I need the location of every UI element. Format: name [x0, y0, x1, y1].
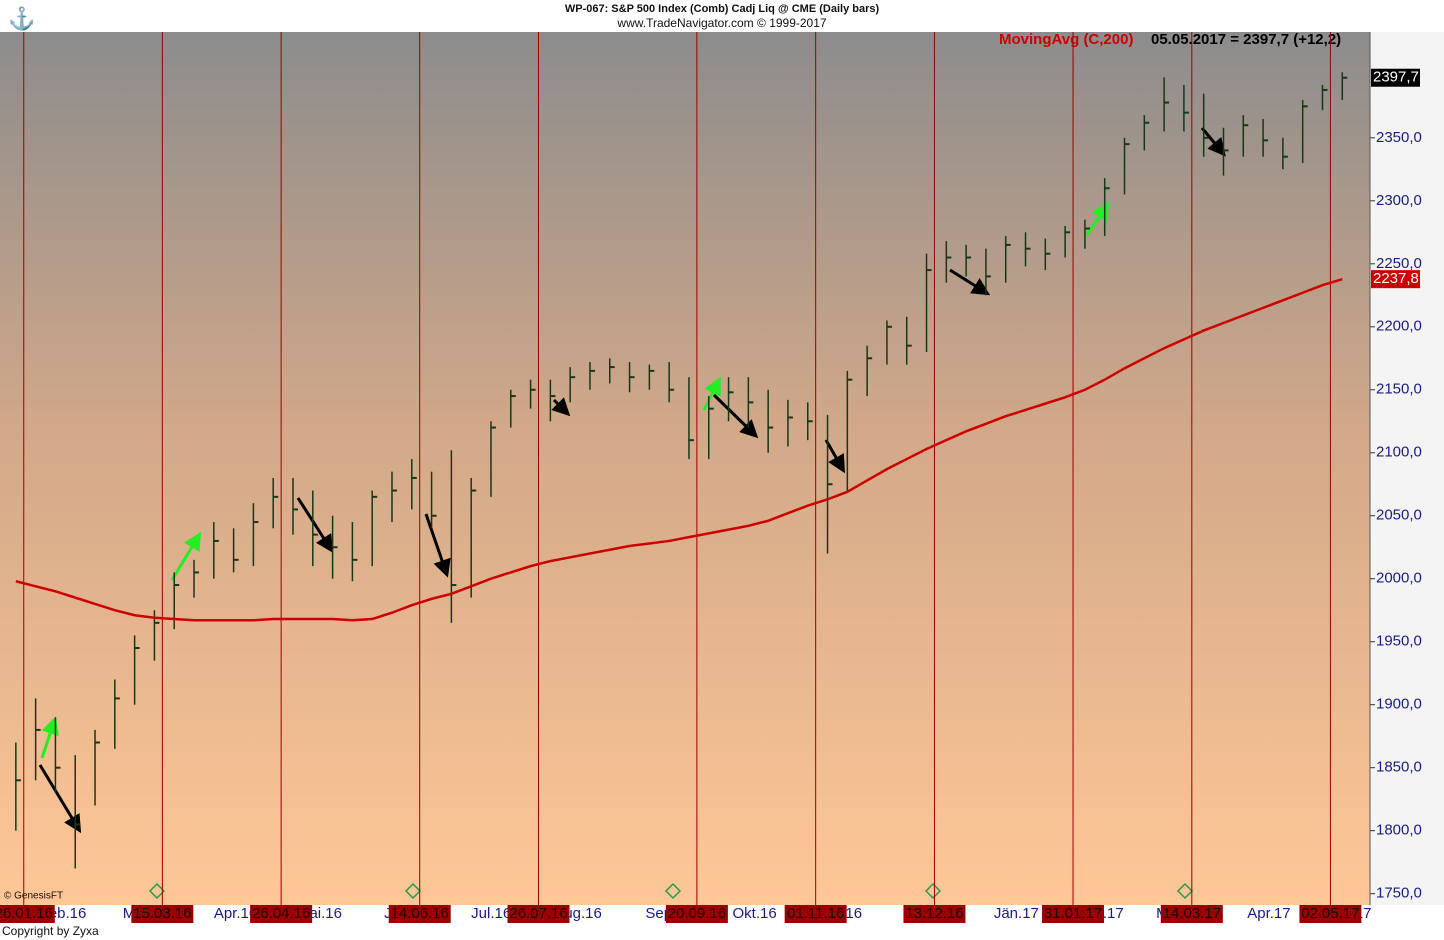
event-box [1160, 905, 1223, 923]
x-tick-label: Jän.17 [994, 905, 1039, 922]
logo: ⚓ [8, 6, 35, 31]
last-value-box [1371, 270, 1420, 289]
event-label: 20.09.16 [668, 905, 726, 922]
event-label: 26.04.16 [252, 905, 310, 922]
event-label: 26.07.16 [509, 905, 567, 922]
r-markers [148, 882, 1194, 900]
x-tick-label: Apr.16 [214, 905, 257, 922]
legend-entry: MovingAvg (C,200) [999, 31, 1133, 48]
arrow [296, 497, 334, 554]
event-box [1299, 905, 1362, 923]
readout: 05.05.2017 = 2397,7 (+12,2) [1151, 31, 1341, 48]
y-tick-label: 1800,0 [1376, 822, 1422, 839]
marker [1176, 882, 1194, 900]
y-tick-label: 2200,0 [1376, 318, 1422, 335]
event-box [665, 905, 728, 923]
event-box [1042, 905, 1105, 923]
x-tick-label: Okt.16 [733, 905, 777, 922]
arrow [712, 393, 759, 439]
marker [924, 882, 942, 900]
chart-subtitle: www.TradeNavigator.com © 1999-2017 [616, 16, 826, 30]
last-value-label: 2397,7 [1373, 69, 1419, 86]
event-box [250, 905, 313, 923]
axis-bg [1370, 32, 1444, 905]
y-tick-label: 1950,0 [1376, 633, 1422, 650]
y-tick-label: 2250,0 [1376, 255, 1422, 272]
source: © GenesisFT [4, 891, 63, 902]
y-tick-label: 1900,0 [1376, 696, 1422, 713]
y-tick-label: 2150,0 [1376, 381, 1422, 398]
event-label: 31.01.17 [1044, 905, 1102, 922]
last-value-label: 2237,8 [1373, 270, 1419, 287]
event-box [784, 905, 847, 923]
y-tick-label: 2000,0 [1376, 570, 1422, 587]
arrow [551, 397, 571, 417]
price-bars [15, 72, 1348, 869]
event-label: 26.01.16 [0, 905, 53, 922]
event-box [0, 905, 55, 923]
marker [148, 882, 166, 900]
y-tick-label: 2350,0 [1376, 129, 1422, 146]
plot-bg [0, 32, 1370, 905]
x-tick-label: Apr.17 [1247, 905, 1290, 922]
event-box [388, 905, 451, 923]
marker [664, 882, 682, 900]
marker [404, 882, 422, 900]
arrow [824, 439, 845, 474]
y-tick-label: 1850,0 [1376, 759, 1422, 776]
moving-average [15, 277, 1343, 622]
last-value-box [1371, 68, 1420, 87]
y-tick-label: 2050,0 [1376, 507, 1422, 524]
arrow [949, 268, 991, 296]
y-tick-label: 2100,0 [1376, 444, 1422, 461]
y-tick-label: 1750,0 [1376, 885, 1422, 902]
event-label: 14.03.17 [1163, 905, 1221, 922]
arrow [424, 513, 451, 578]
x-tick-label: Jul.16 [471, 905, 511, 922]
header-bg [0, 0, 1444, 32]
event-box [903, 905, 966, 923]
event-box [507, 905, 570, 923]
arrow [40, 716, 59, 759]
event-label: 13.12.16 [905, 905, 963, 922]
arrow [702, 376, 721, 411]
arrow [170, 531, 202, 581]
arrow [1084, 202, 1110, 237]
event-box [131, 905, 194, 923]
event-label: 02.05.17 [1301, 905, 1359, 922]
chart-title: WP-067: S&P 500 Index (Comb) Cadj Liq @ … [565, 3, 880, 15]
event-label: 15.03.16 [133, 905, 191, 922]
event-label: 01.11.16 [787, 905, 844, 922]
arrow [38, 764, 82, 834]
event-label: 14.06.16 [391, 905, 449, 922]
arrow [1200, 127, 1226, 157]
y-tick-label: 2300,0 [1376, 192, 1422, 209]
annotation-arrows [38, 127, 1226, 834]
copyright: Copyright by Zyxa [2, 924, 99, 938]
